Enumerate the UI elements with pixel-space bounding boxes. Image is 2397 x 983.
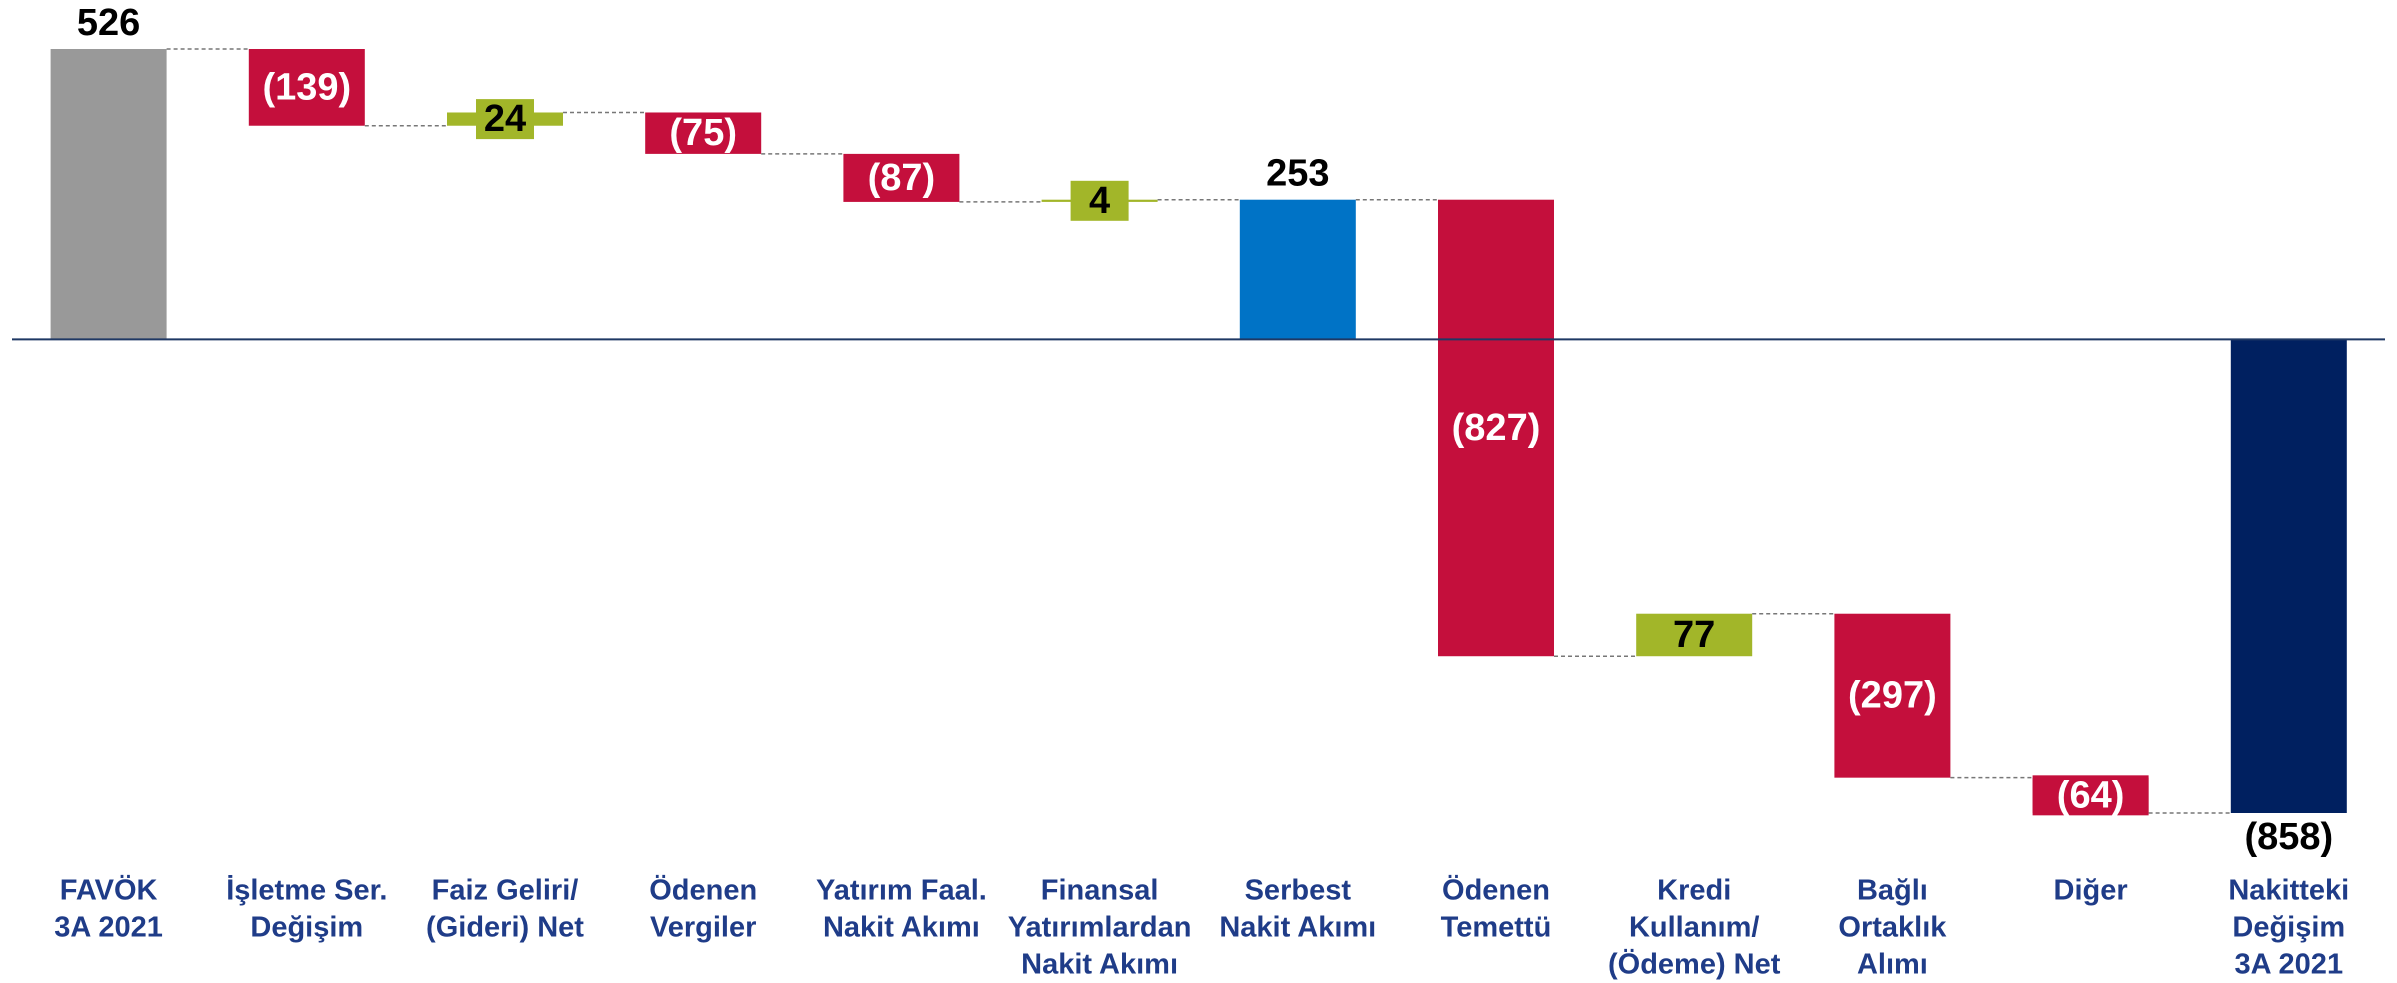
x-tick-label: 3A 2021	[2235, 949, 2344, 981]
value-label: 77	[1673, 614, 1715, 656]
bar	[1636, 613, 1753, 657]
x-tick-label: Kullanım/	[1629, 912, 1760, 944]
bar	[1438, 199, 1554, 657]
bar	[50, 49, 167, 340]
label-bg	[476, 99, 534, 140]
value-label: (858)	[2244, 816, 2333, 858]
x-tick-label: Değişim	[2232, 912, 2345, 944]
value-label: (297)	[1848, 675, 1937, 717]
x-tick-label: Nakitteki	[2228, 875, 2349, 907]
x-tick-label: Serbest	[1245, 875, 1352, 907]
x-tick-label: İşletme Ser.	[226, 875, 387, 907]
value-label: (827)	[1452, 407, 1541, 449]
bar	[1239, 199, 1356, 340]
bar	[2230, 339, 2347, 813]
x-tick-label: Yatırımlardan	[1008, 912, 1192, 944]
value-label: (139)	[262, 66, 351, 108]
x-tick-label: Yatırım Faal.	[816, 875, 987, 907]
label-bg	[2032, 775, 2149, 816]
x-tick-label: (Ödeme) Net	[1608, 948, 1781, 981]
x-tick-label: Nakit Akımı	[1219, 912, 1376, 944]
x-tick-label: 3A 2021	[54, 912, 163, 944]
x-tick-label: Değişim	[250, 912, 363, 944]
x-tick-label: Ortaklık	[1838, 912, 1947, 944]
bar	[843, 153, 960, 202]
x-tick-label: Kredi	[1657, 875, 1731, 907]
x-tick-label: Alımı	[1857, 949, 1928, 981]
x-tick-label: Temettü	[1441, 912, 1552, 944]
value-label: 253	[1266, 153, 1329, 195]
x-tick-label: FAVÖK	[60, 874, 158, 907]
bar	[645, 112, 762, 154]
label-bg	[1070, 180, 1129, 221]
value-label: (64)	[2057, 774, 2125, 816]
value-label: 24	[484, 98, 526, 140]
value-label: 4	[1089, 180, 1110, 222]
x-tick-label: Ödenen	[1442, 874, 1550, 907]
x-tick-label: Ödenen	[649, 874, 757, 907]
x-tick-label: Bağlı	[1857, 875, 1928, 907]
x-tick-label: Nakit Akımı	[823, 912, 980, 944]
value-label: (87)	[868, 157, 936, 199]
x-tick-label: Diğer	[2054, 875, 2128, 907]
bar	[1834, 613, 1951, 778]
x-tick-label: Finansal	[1041, 875, 1159, 907]
value-label: 526	[77, 2, 140, 44]
value-label: (75)	[669, 112, 737, 154]
x-tick-label: Nakit Akımı	[1021, 949, 1178, 981]
x-tick-label: Faiz Geliri/	[432, 875, 579, 907]
x-tick-label: Vergiler	[650, 912, 756, 944]
x-tick-label: (Gideri) Net	[426, 912, 584, 944]
bar	[248, 49, 365, 126]
